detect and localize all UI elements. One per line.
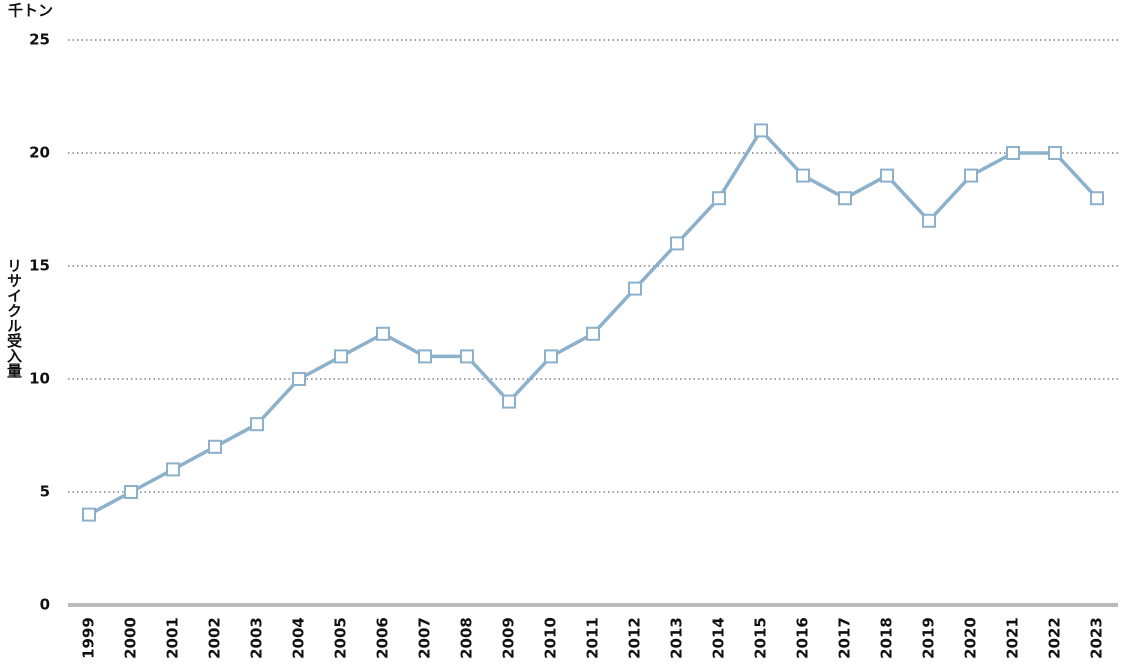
x-tick-label: 2005 — [332, 617, 350, 659]
y-tick-label: 5 — [40, 483, 50, 501]
y-tick-label: 25 — [29, 31, 50, 49]
point-marker — [292, 372, 306, 386]
y-unit-label: 千トン — [8, 2, 53, 20]
point-marker — [82, 507, 96, 522]
x-tick-label: 1999 — [80, 617, 98, 659]
y-tick-label: 15 — [29, 257, 50, 275]
point-marker — [166, 462, 180, 477]
point-marker — [796, 168, 810, 183]
point-marker — [964, 168, 978, 183]
y-axis-label: リサイクル受入量 — [5, 258, 23, 378]
point-marker — [586, 326, 600, 341]
point-marker — [502, 394, 516, 409]
point-marker — [1006, 146, 1020, 160]
x-tick-label: 2019 — [920, 617, 938, 659]
point-marker — [124, 485, 138, 499]
x-tick-label: 2021 — [1004, 617, 1022, 659]
x-tick-label: 2000 — [122, 617, 140, 659]
point-marker — [628, 281, 642, 296]
x-tick-label: 2015 — [752, 617, 770, 659]
point-marker — [1090, 191, 1104, 206]
point-marker — [712, 191, 726, 206]
x-tick-label: 2003 — [248, 617, 266, 659]
x-tick-label: 2011 — [584, 617, 602, 659]
point-marker — [250, 417, 264, 432]
x-tick-label: 2022 — [1046, 617, 1064, 659]
point-marker — [1048, 146, 1062, 160]
point-marker — [922, 213, 936, 228]
x-tick-label: 2017 — [836, 617, 854, 659]
point-marker — [880, 168, 894, 183]
point-marker — [670, 236, 684, 251]
point-marker — [208, 439, 222, 454]
x-tick-label: 2010 — [542, 617, 560, 659]
x-tick-label: 2008 — [458, 617, 476, 659]
x-tick-label: 2004 — [290, 617, 308, 659]
point-marker — [754, 123, 768, 138]
y-tick-label: 20 — [29, 144, 50, 162]
x-tick-label: 2016 — [794, 617, 812, 659]
x-tick-label: 2012 — [626, 617, 644, 659]
x-tick-label: 2014 — [710, 617, 728, 659]
point-marker — [334, 349, 348, 364]
x-tick-label: 2013 — [668, 617, 686, 659]
data-line — [88, 128, 1099, 517]
x-tick-label: 2006 — [374, 617, 392, 659]
point-marker — [376, 326, 390, 341]
x-tick-label: 2023 — [1088, 617, 1106, 659]
point-marker — [418, 349, 432, 364]
x-tick-label: 2001 — [164, 617, 182, 659]
point-marker — [838, 191, 852, 206]
x-tick-label: 2002 — [206, 617, 224, 659]
point-marker — [460, 349, 474, 364]
x-tick-label: 2009 — [500, 617, 518, 659]
point-marker — [544, 349, 558, 364]
x-tick-label: 2020 — [962, 617, 980, 659]
y-tick-label: 0 — [40, 596, 50, 614]
y-tick-label: 10 — [29, 370, 50, 388]
x-tick-label: 2018 — [878, 617, 896, 659]
x-tick-label: 2007 — [416, 617, 434, 659]
